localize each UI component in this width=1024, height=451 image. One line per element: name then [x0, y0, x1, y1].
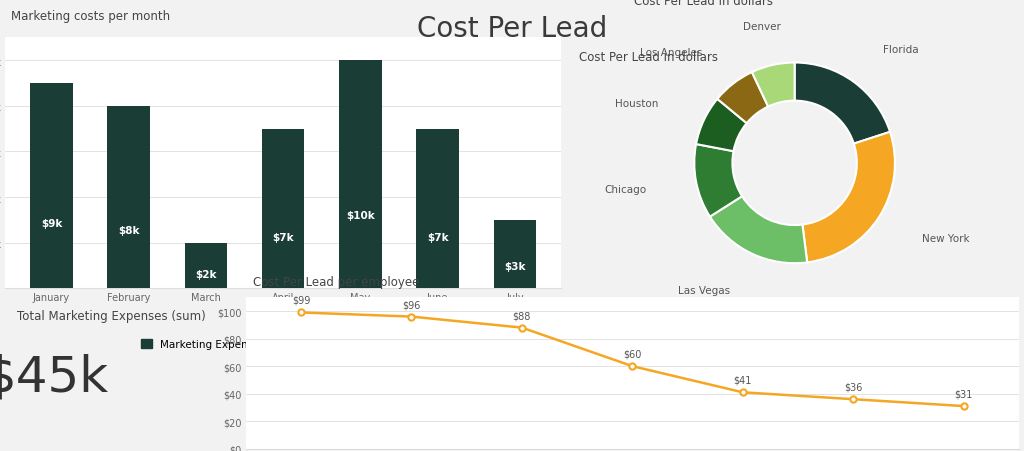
- Text: Cost Per Lead: Cost Per Lead: [417, 15, 607, 43]
- Bar: [262, 129, 304, 289]
- Text: $9k: $9k: [41, 218, 62, 228]
- Text: $3k: $3k: [504, 262, 525, 272]
- Text: Cost Per Lead in dollars: Cost Per Lead in dollars: [634, 0, 773, 8]
- Text: $2k: $2k: [196, 269, 217, 279]
- Text: $60: $60: [624, 349, 641, 359]
- Text: $36: $36: [844, 382, 862, 392]
- Text: Florida: Florida: [883, 45, 919, 55]
- Text: New York: New York: [922, 234, 970, 244]
- Text: Total Marketing Expenses (sum): Total Marketing Expenses (sum): [16, 310, 206, 323]
- Bar: [184, 243, 227, 289]
- Text: Cost Per Lead per employee: Cost Per Lead per employee: [254, 276, 420, 289]
- Text: $7k: $7k: [427, 233, 449, 243]
- Bar: [31, 84, 73, 289]
- Wedge shape: [710, 197, 807, 263]
- Text: Las Vegas: Las Vegas: [679, 285, 730, 295]
- Bar: [494, 221, 536, 289]
- Text: Los Angeles: Los Angeles: [640, 48, 702, 58]
- Wedge shape: [752, 63, 795, 107]
- Wedge shape: [803, 133, 895, 263]
- Bar: [339, 61, 382, 289]
- Wedge shape: [694, 145, 742, 217]
- Bar: [108, 106, 150, 289]
- Text: $8k: $8k: [118, 226, 139, 235]
- Wedge shape: [795, 63, 890, 144]
- Text: $10k: $10k: [346, 211, 375, 221]
- Text: $88: $88: [513, 310, 531, 320]
- Wedge shape: [717, 73, 768, 124]
- Text: $45k: $45k: [0, 352, 110, 400]
- Text: Denver: Denver: [742, 22, 780, 32]
- Text: Chicago: Chicago: [604, 185, 647, 195]
- Bar: [417, 129, 459, 289]
- Legend: Marketing Expen...: Marketing Expen...: [137, 335, 262, 354]
- Text: Marketing costs per month: Marketing costs per month: [10, 10, 170, 23]
- Text: $99: $99: [292, 295, 310, 305]
- Text: Houston: Houston: [615, 99, 658, 109]
- Wedge shape: [696, 100, 746, 152]
- Text: $31: $31: [954, 389, 973, 399]
- Text: $7k: $7k: [272, 233, 294, 243]
- Text: $96: $96: [402, 299, 421, 309]
- Text: $41: $41: [733, 375, 752, 385]
- Text: Cost Per Lead in dollars: Cost Per Lead in dollars: [579, 51, 718, 64]
